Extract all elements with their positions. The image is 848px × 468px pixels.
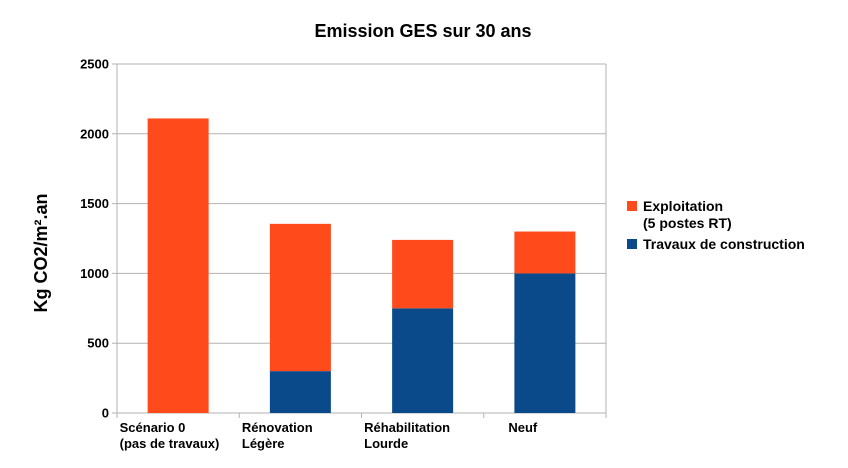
legend-label: Travaux de construction xyxy=(643,236,805,252)
legend-swatch xyxy=(627,201,637,211)
y-axis-label: Kg CO2/m².an xyxy=(31,193,51,312)
bar-segment xyxy=(392,308,454,413)
y-tick-label: 2500 xyxy=(80,57,109,72)
legend-label: Exploitation (5 postes RT) xyxy=(643,198,732,231)
bar-segment xyxy=(514,273,576,413)
y-tick-label: 1500 xyxy=(80,196,109,211)
bars xyxy=(147,118,576,413)
bar-segment xyxy=(514,231,576,274)
y-tick-label: 1000 xyxy=(80,266,109,281)
chart-title: Emission GES sur 30 ans xyxy=(314,21,531,41)
y-tick-label: 0 xyxy=(102,406,109,421)
y-tick-label: 2000 xyxy=(80,126,109,141)
y-axis-ticks: 0 500 1000 1500 2000 2500 xyxy=(80,57,109,421)
bar-segment xyxy=(269,371,331,413)
y-tick-label: 500 xyxy=(87,336,109,351)
legend: Exploitation (5 postes RT) Travaux de cons… xyxy=(627,198,805,252)
x-axis-categories: Scénario 0 (pas de travaux) Rénovation Légè… xyxy=(120,420,538,451)
x-category-label: Neuf xyxy=(508,420,538,435)
bar-segment xyxy=(392,239,454,309)
x-category-label: Rénovation Légère xyxy=(242,420,313,451)
bar-segment xyxy=(269,223,331,372)
bar-segment xyxy=(147,118,209,413)
legend-swatch xyxy=(627,239,637,249)
x-category-label: Réhabilitation Lourde xyxy=(364,420,450,451)
x-category-label: Scénario 0 (pas de travaux) xyxy=(120,420,220,451)
